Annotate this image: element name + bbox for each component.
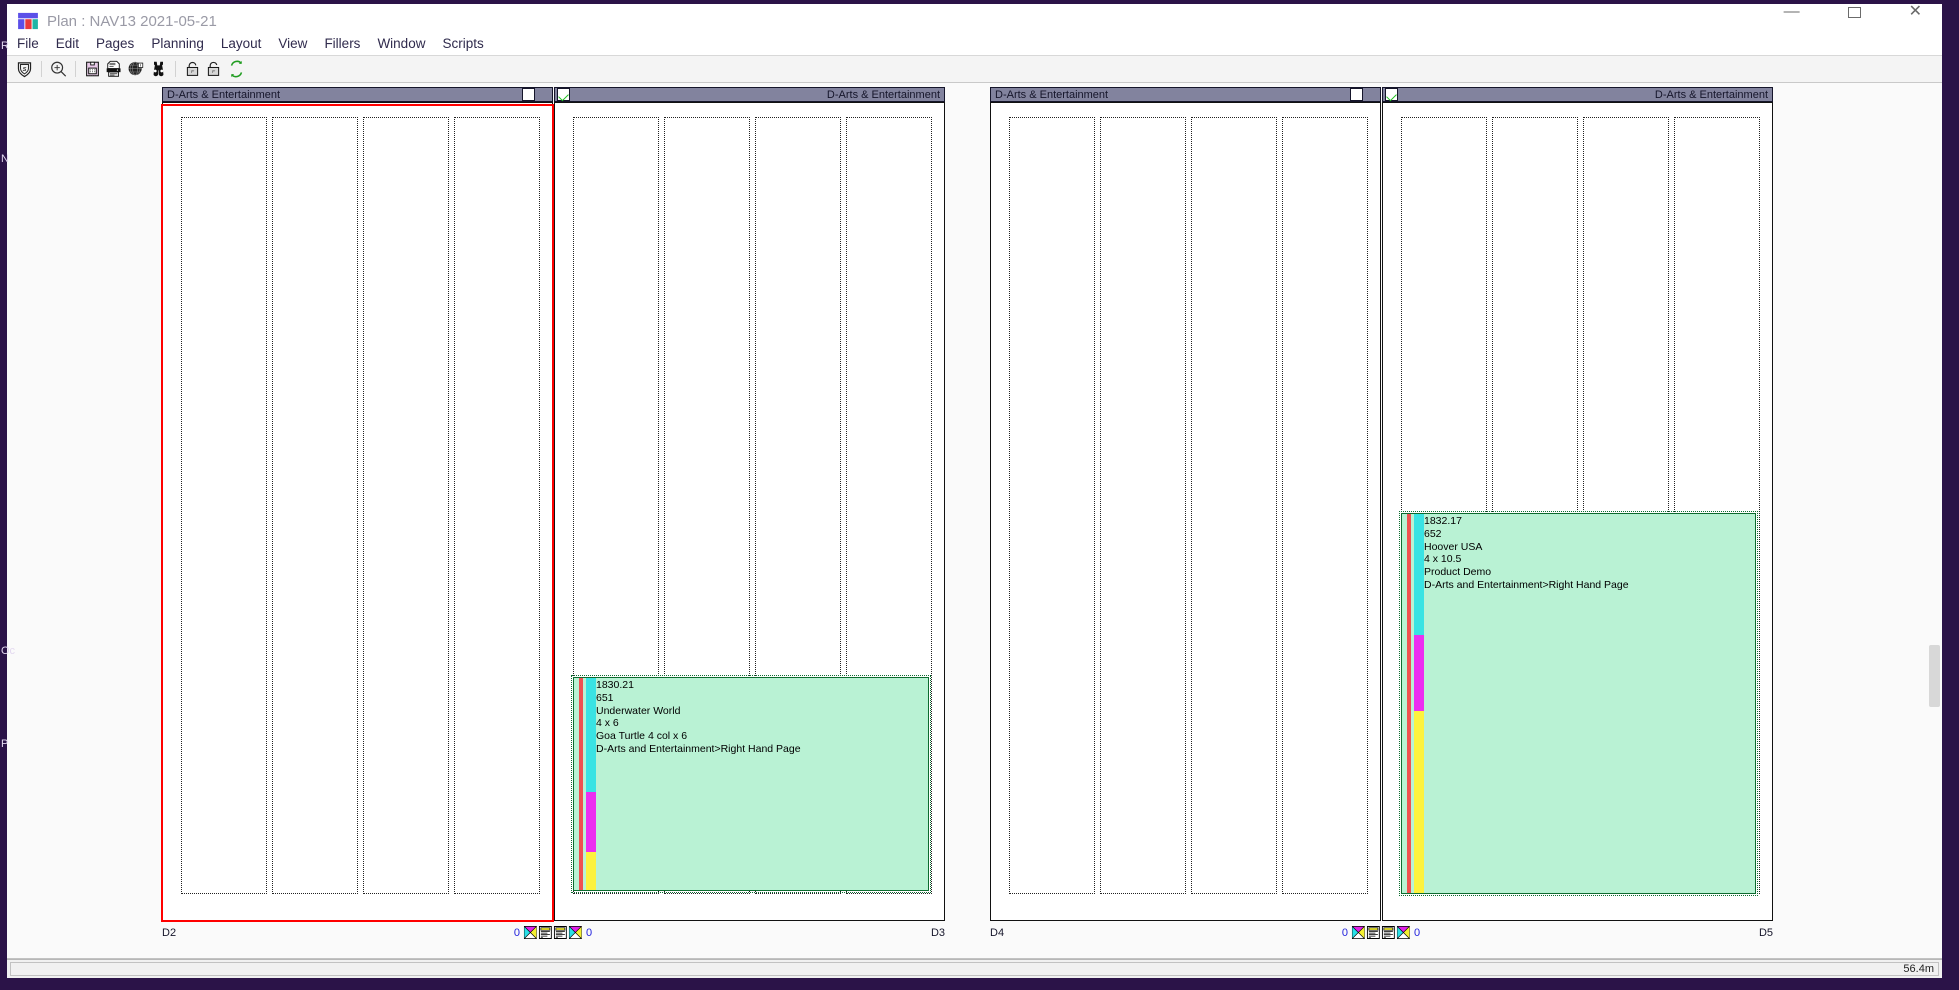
svg-text:S: S [23,67,27,73]
svg-text:i: i [140,62,141,67]
